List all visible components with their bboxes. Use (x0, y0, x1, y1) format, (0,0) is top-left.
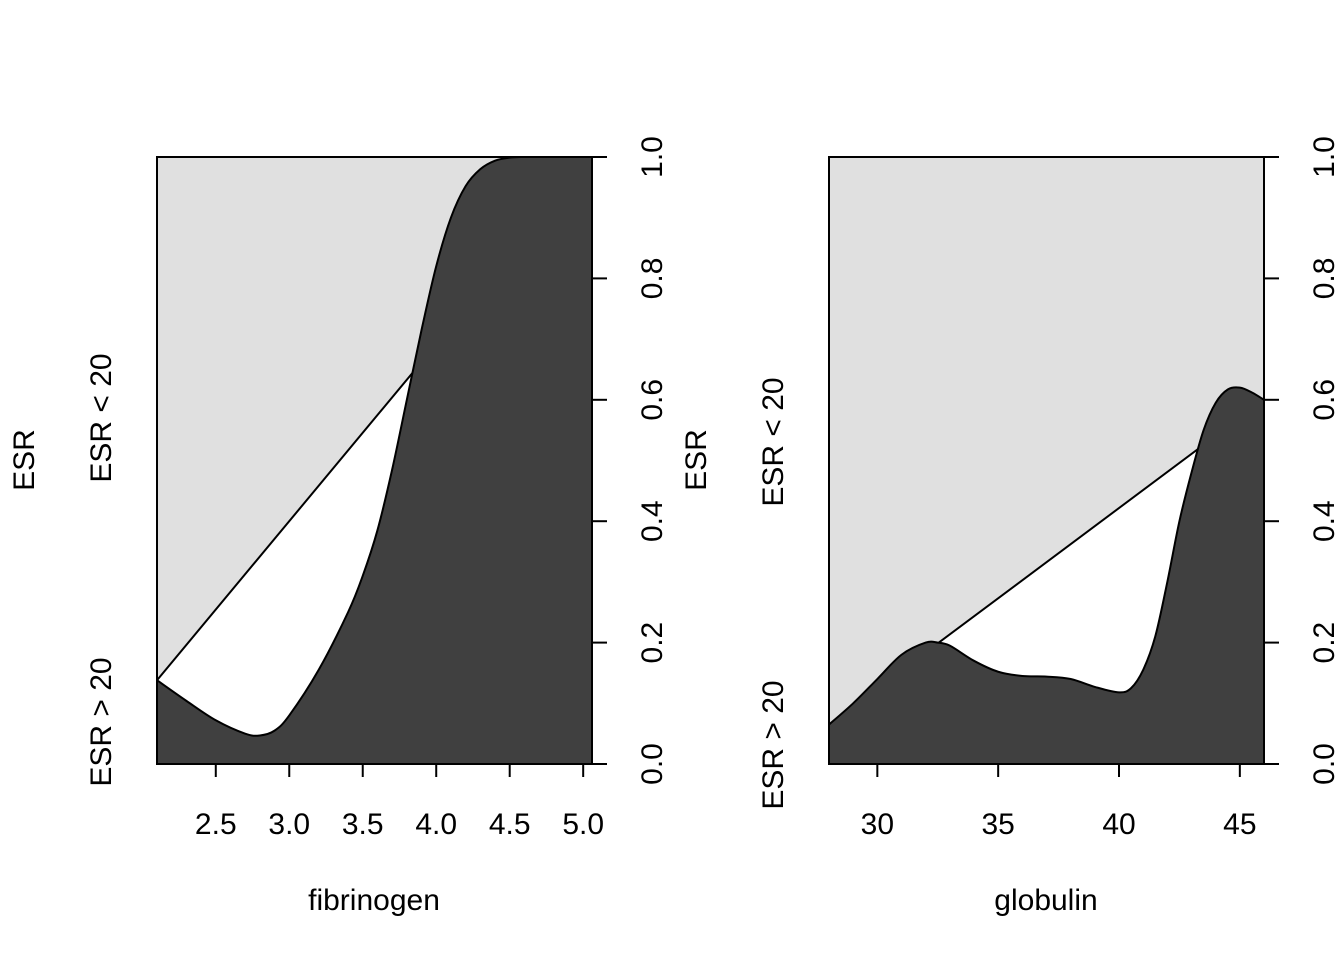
y-tick-label-1-0: 0.0 (1308, 743, 1341, 785)
x-axis-1: 30 35 40 45 (861, 763, 1257, 841)
panel-globulin: 30 35 40 45 0.0 0.2 0.4 0.6 0.8 1.0 globulin ESR… (680, 136, 1341, 917)
y-tick-label-1-3: 0.6 (1308, 379, 1341, 421)
x-tick-label-0-4: 4.5 (489, 808, 531, 841)
y-axis-right-0: 0.0 0.2 0.4 0.6 0.8 1.0 (591, 136, 669, 785)
y-axis-label-1: ESR (680, 429, 713, 491)
y-tick-label-1-5: 1.0 (1308, 136, 1341, 178)
x-tick-label-0-3: 4.0 (415, 808, 457, 841)
y-axis-right-1: 0.0 0.2 0.4 0.6 0.8 1.0 (1263, 136, 1341, 785)
x-tick-label-1-3: 45 (1223, 808, 1256, 841)
y-tick-label-1-4: 0.8 (1308, 258, 1341, 300)
y-tick-label-0-3: 0.6 (636, 379, 669, 421)
category-label-low-1: ESR < 20 (757, 377, 790, 506)
x-tick-label-1-2: 40 (1102, 808, 1135, 841)
y-tick-label-0-4: 0.8 (636, 258, 669, 300)
category-label-high-1: ESR > 20 (757, 680, 790, 809)
y-tick-label-0-0: 0.0 (636, 743, 669, 785)
area-esr-high-1 (828, 386, 1265, 765)
x-tick-label-0-5: 5.0 (562, 808, 604, 841)
y-tick-label-1-1: 0.2 (1308, 622, 1341, 664)
x-tick-label-1-1: 35 (981, 808, 1014, 841)
x-tick-label-0-0: 2.5 (195, 808, 237, 841)
x-tick-label-0-1: 3.0 (268, 808, 310, 841)
x-axis-label-0: fibrinogen (308, 884, 440, 917)
y-axis-label-0: ESR (8, 429, 41, 491)
panel-fibrinogen: 2.5 3.0 3.5 4.0 4.5 5.0 0.0 0.2 0.4 0.6 0.8 1.0 fi… (8, 136, 669, 917)
x-tick-label-1-0: 30 (861, 808, 894, 841)
x-tick-label-0-2: 3.5 (342, 808, 384, 841)
category-label-low-0: ESR < 20 (85, 353, 118, 482)
x-axis-0: 2.5 3.0 3.5 4.0 4.5 5.0 (195, 763, 604, 841)
y-tick-label-0-2: 0.4 (636, 500, 669, 542)
y-tick-label-1-2: 0.4 (1308, 500, 1341, 542)
y-tick-label-0-1: 0.2 (636, 622, 669, 664)
x-axis-label-1: globulin (994, 884, 1097, 917)
y-tick-label-0-5: 1.0 (636, 136, 669, 178)
category-label-high-0: ESR > 20 (85, 657, 118, 786)
